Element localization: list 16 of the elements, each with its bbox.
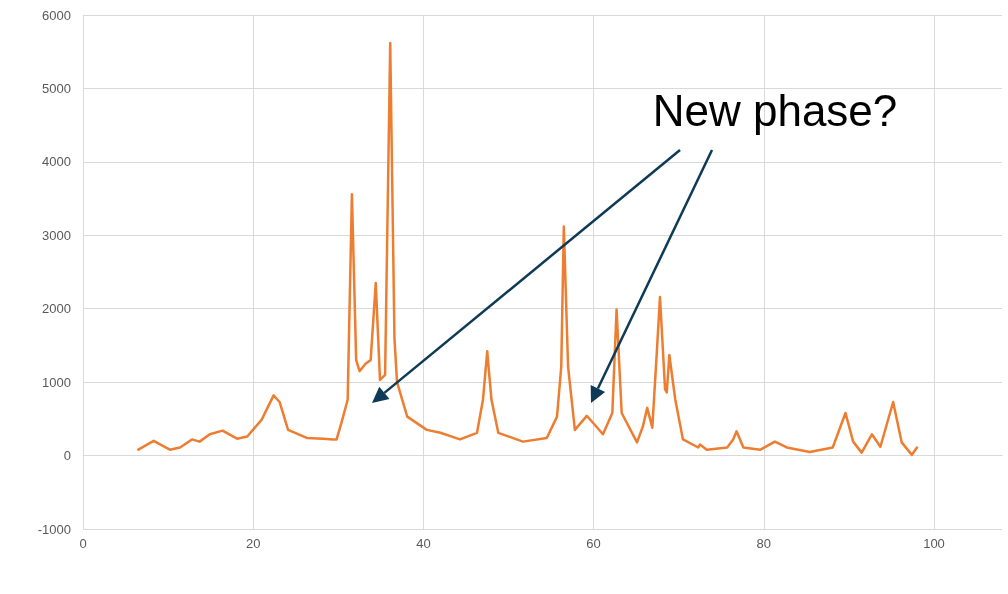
line-series — [137, 41, 919, 457]
y-tick-label: 6000 — [42, 7, 71, 23]
x-tick-label: 0 — [79, 536, 87, 551]
y-tick-label: 1000 — [42, 374, 71, 390]
annotation: New phase? — [651, 86, 899, 136]
x-tick-label: 20 — [245, 536, 261, 551]
y-tick-label: 2000 — [42, 301, 71, 317]
y-tick-label: 3000 — [42, 227, 71, 243]
x-tick-label: 60 — [586, 536, 601, 551]
y-tick-label: -1000 — [37, 521, 71, 537]
y-tick-label: 5000 — [42, 80, 71, 96]
x-tick-label: 100 — [923, 536, 945, 551]
x-tick-label: 40 — [416, 536, 431, 551]
y-tick-label: 4000 — [42, 154, 71, 170]
y-tick-label: 0 — [63, 448, 71, 464]
x-tick-label: 80 — [756, 536, 772, 551]
